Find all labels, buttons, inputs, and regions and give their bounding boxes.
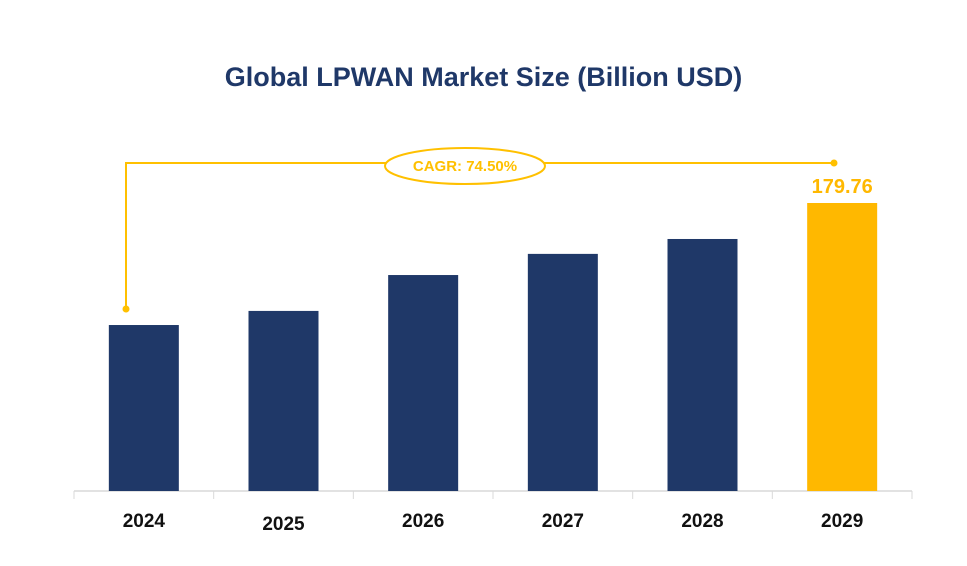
x-tick-label: 2025 [262,514,305,535]
cagr-end-dot [830,159,838,167]
x-tick-label: 2024 [123,511,166,532]
bar-2028 [667,238,738,491]
chart-title: Global LPWAN Market Size (Billion USD) [224,62,743,92]
bar-2026 [388,275,459,491]
bar-2025 [248,310,319,491]
x-tick-label: 2026 [402,511,444,532]
cagr-ellipse [384,147,546,185]
bar-2024 [108,325,179,491]
x-tick-label: 2028 [681,511,723,532]
bar-2029 [807,203,878,491]
x-tick-label: 2027 [542,511,584,532]
cagr-connector-line [125,162,834,309]
cagr-start-dot [122,305,130,313]
data-label: 179.76 [812,176,873,198]
x-tick-label: 2029 [821,511,863,532]
cagr-label: CAGR: 74.50% [413,158,517,175]
bar-2027 [527,253,598,491]
